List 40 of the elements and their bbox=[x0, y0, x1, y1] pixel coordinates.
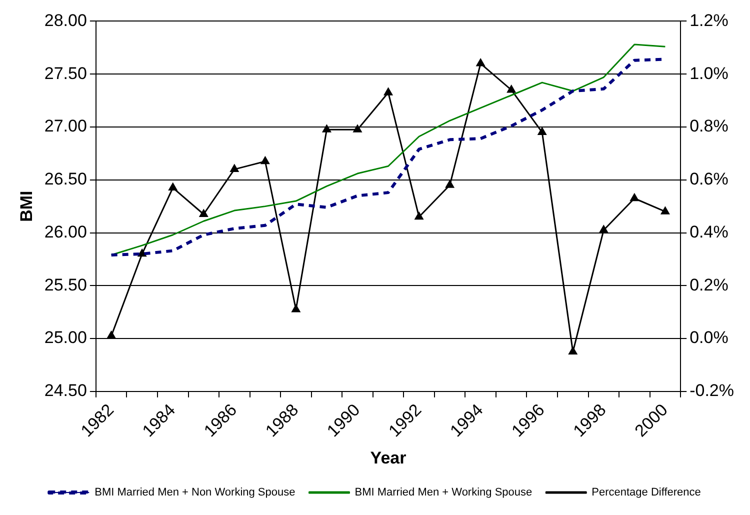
point bbox=[507, 85, 516, 93]
point bbox=[138, 249, 146, 257]
point bbox=[660, 206, 670, 214]
legend-label: BMI Married Men + Working Spouse bbox=[354, 486, 532, 499]
y2-tick-label: 0.4% bbox=[690, 222, 728, 242]
y-tick-label: 26.00 bbox=[44, 222, 87, 242]
point bbox=[414, 212, 424, 220]
point bbox=[353, 124, 362, 132]
y-tick-label: 25.50 bbox=[44, 275, 87, 294]
point bbox=[322, 124, 331, 132]
y-axis-title: BMI bbox=[16, 190, 36, 222]
point bbox=[476, 58, 485, 66]
y-tick-label: 26.50 bbox=[44, 170, 87, 189]
legend-label: Percentage Difference bbox=[592, 486, 701, 499]
y-tick-label: 27.00 bbox=[44, 116, 87, 136]
point bbox=[446, 180, 454, 188]
point bbox=[199, 210, 208, 217]
y2-tick-label: 0.2% bbox=[690, 275, 728, 294]
y2-tick-label: -0.2% bbox=[690, 381, 734, 400]
y2-tick-label: 0.6% bbox=[690, 170, 728, 189]
point bbox=[568, 347, 578, 355]
y-tick-label: 28.00 bbox=[44, 10, 87, 30]
point bbox=[599, 225, 608, 233]
y2-tick-label: 1.0% bbox=[690, 64, 728, 83]
point bbox=[107, 331, 116, 339]
y-tick-label: 27.50 bbox=[44, 64, 87, 83]
y-tick-label: 25.00 bbox=[44, 328, 87, 348]
point bbox=[538, 128, 546, 136]
legend-label: BMI Married Men + Non Working Spouse bbox=[94, 486, 296, 499]
point bbox=[230, 164, 239, 172]
y2-tick-label: 0.8% bbox=[690, 116, 728, 136]
y-tick-label: 24.50 bbox=[44, 381, 87, 400]
point bbox=[630, 194, 639, 202]
x-axis-title: Year bbox=[370, 448, 407, 468]
point bbox=[168, 183, 178, 191]
y2-tick-label: 1.2% bbox=[690, 10, 728, 30]
point bbox=[384, 88, 392, 96]
point bbox=[292, 304, 300, 312]
point bbox=[260, 156, 270, 164]
y2-tick-label: 0.0% bbox=[690, 328, 728, 348]
